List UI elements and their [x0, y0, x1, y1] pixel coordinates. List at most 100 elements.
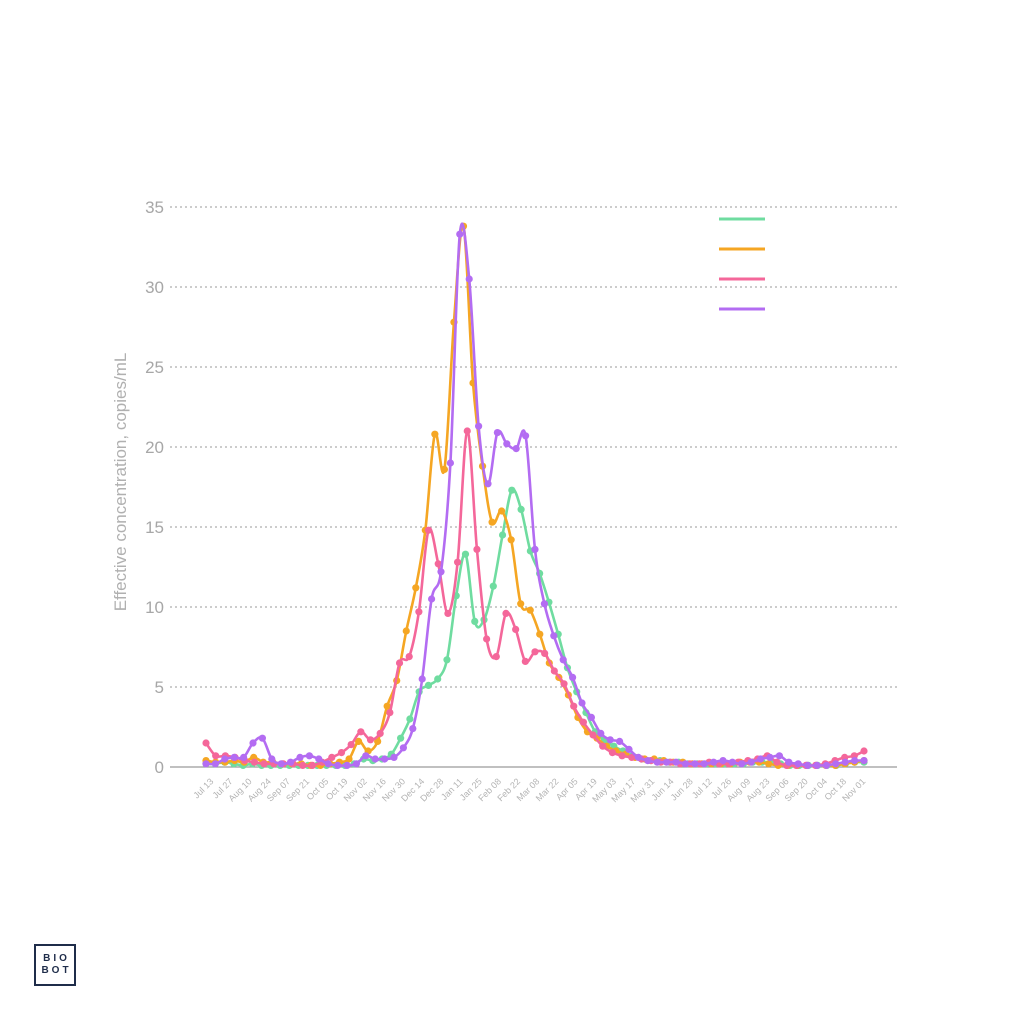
data-point	[352, 760, 360, 768]
y-tick-label: 15	[145, 518, 164, 537]
data-point	[541, 649, 549, 658]
data-point	[841, 758, 849, 766]
data-point	[644, 757, 652, 765]
data-point	[589, 731, 597, 739]
series-line	[204, 488, 866, 767]
data-point	[488, 518, 496, 526]
series-1	[202, 486, 868, 770]
data-point	[550, 667, 558, 675]
data-point	[475, 422, 483, 430]
data-point	[428, 595, 436, 603]
data-point	[560, 680, 568, 688]
data-point	[277, 760, 285, 768]
data-point	[345, 755, 353, 763]
data-point	[473, 545, 481, 554]
data-point	[402, 627, 410, 635]
y-axis-label: Effective concentration, copies/mL	[111, 353, 130, 612]
data-point	[362, 752, 370, 760]
data-point	[381, 755, 389, 763]
data-point	[371, 755, 379, 763]
data-point	[653, 758, 661, 766]
data-point	[757, 755, 765, 763]
data-point	[471, 617, 479, 626]
data-point	[437, 568, 445, 576]
data-point	[324, 760, 332, 768]
data-point	[328, 753, 336, 762]
data-point	[296, 753, 304, 762]
data-point	[249, 739, 257, 747]
data-point	[211, 760, 219, 768]
y-axis-ticks: 0 5 10 15 20 25 30 35	[145, 198, 164, 777]
logo-line-1: BIO	[43, 953, 70, 964]
data-point	[299, 761, 307, 770]
data-point	[492, 653, 500, 661]
data-point	[579, 718, 587, 726]
data-point	[597, 729, 605, 738]
data-point	[431, 430, 439, 438]
data-point	[406, 715, 414, 723]
data-point	[628, 753, 636, 762]
data-point	[337, 749, 346, 757]
data-point	[672, 758, 680, 766]
data-point	[616, 737, 624, 746]
data-point	[599, 742, 607, 750]
data-point	[766, 753, 774, 762]
data-point	[357, 728, 365, 736]
data-point	[434, 675, 442, 683]
data-point	[424, 681, 433, 690]
data-point	[465, 275, 473, 283]
data-point	[463, 427, 471, 435]
data-point	[625, 745, 633, 754]
data-point	[461, 550, 470, 558]
data-point	[453, 558, 462, 566]
y-tick-label: 0	[155, 758, 164, 777]
data-point	[308, 761, 317, 770]
data-point	[250, 758, 258, 766]
data-point	[738, 760, 746, 768]
data-point	[517, 505, 525, 513]
data-point	[775, 752, 784, 760]
data-point	[540, 600, 549, 608]
data-point	[258, 734, 266, 742]
y-tick-label: 10	[145, 598, 164, 617]
data-point	[415, 608, 423, 616]
data-point	[395, 659, 404, 667]
data-point	[536, 630, 544, 638]
data-point	[305, 752, 313, 760]
data-point	[386, 709, 394, 717]
data-point	[503, 440, 511, 448]
y-tick-label: 35	[145, 198, 164, 217]
data-point	[230, 753, 238, 762]
gridlines	[170, 206, 897, 688]
data-point	[521, 657, 529, 666]
data-point	[794, 760, 802, 768]
data-point	[376, 729, 384, 738]
data-point	[773, 758, 781, 766]
data-point	[260, 760, 268, 768]
data-point	[512, 445, 520, 453]
logo-line-2: BOT	[41, 965, 72, 976]
data-point	[569, 673, 577, 682]
data-point	[493, 429, 501, 437]
data-point	[405, 653, 413, 661]
series-line	[204, 429, 866, 768]
data-point	[785, 758, 793, 766]
data-point	[221, 755, 229, 763]
data-point	[570, 702, 578, 710]
data-point	[608, 749, 617, 757]
data-point	[804, 761, 812, 770]
data-point	[484, 480, 492, 488]
data-point	[517, 600, 525, 608]
y-tick-label: 30	[145, 278, 164, 297]
data-point	[212, 752, 220, 760]
data-point	[397, 734, 405, 742]
data-point	[315, 755, 323, 763]
data-point	[728, 758, 737, 766]
series-3	[202, 427, 868, 770]
data-point	[710, 758, 718, 766]
data-point	[559, 656, 567, 664]
data-point	[498, 531, 507, 539]
data-point	[424, 526, 433, 534]
